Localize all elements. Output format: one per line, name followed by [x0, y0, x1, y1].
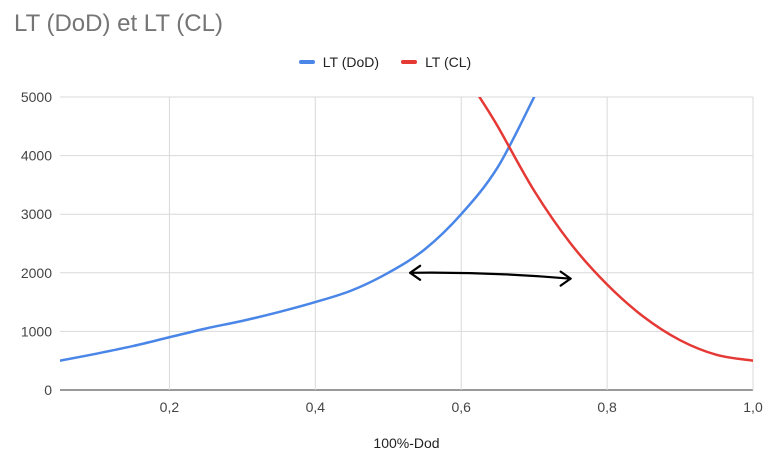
series-line-lt-dod [60, 97, 536, 362]
chart-legend: LT (DoD) LT (CL) [0, 54, 770, 70]
x-tick-label: 1,0 [743, 399, 763, 415]
series-line-lt-cl [478, 97, 753, 362]
x-tick-label: 0,4 [306, 399, 326, 415]
legend-swatch-lt-dod [298, 60, 315, 64]
y-tick-label: 1000 [21, 323, 52, 339]
legend-item-lt-dod[interactable]: LT (DoD) [298, 54, 380, 70]
legend-label-lt-cl: LT (CL) [425, 54, 472, 70]
y-tick-label: 2000 [21, 265, 52, 281]
x-tick-label: 0,2 [160, 399, 180, 415]
legend-label-lt-dod: LT (DoD) [322, 54, 380, 70]
chart-title: LT (DoD) et LT (CL) [14, 10, 223, 37]
annotation-arrowhead-right [559, 270, 572, 287]
legend-item-lt-cl[interactable]: LT (CL) [401, 54, 471, 70]
y-tick-label: 0 [44, 382, 52, 398]
x-axis-title: 100%-Dod [373, 435, 439, 451]
annotation-arrowhead-left [409, 264, 422, 281]
annotation-double-arrow [409, 271, 572, 280]
legend-swatch-lt-cl [401, 60, 418, 64]
y-tick-label: 4000 [21, 148, 52, 164]
y-tick-label: 5000 [21, 89, 52, 105]
y-tick-label: 3000 [21, 206, 52, 222]
x-tick-label: 0,6 [451, 399, 471, 415]
x-tick-label: 0,8 [597, 399, 617, 415]
